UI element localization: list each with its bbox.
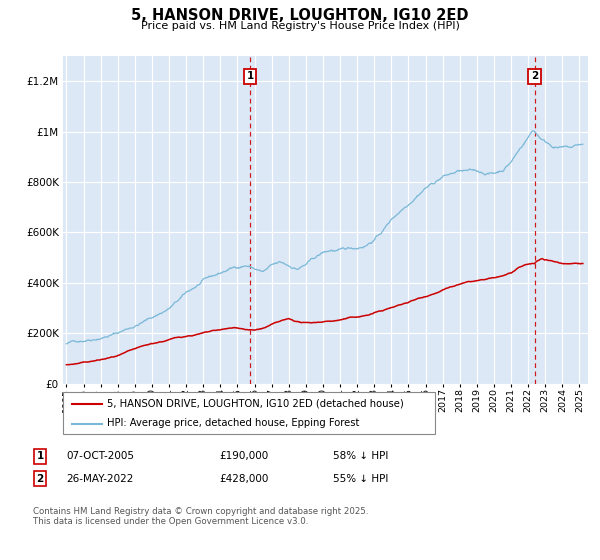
- Text: Price paid vs. HM Land Registry's House Price Index (HPI): Price paid vs. HM Land Registry's House …: [140, 21, 460, 31]
- Text: £190,000: £190,000: [219, 451, 268, 461]
- Text: 2: 2: [531, 71, 538, 81]
- Text: HPI: Average price, detached house, Epping Forest: HPI: Average price, detached house, Eppi…: [107, 418, 359, 428]
- Text: 26-MAY-2022: 26-MAY-2022: [66, 474, 133, 484]
- Text: £428,000: £428,000: [219, 474, 268, 484]
- Text: 5, HANSON DRIVE, LOUGHTON, IG10 2ED (detached house): 5, HANSON DRIVE, LOUGHTON, IG10 2ED (det…: [107, 399, 404, 409]
- Text: Contains HM Land Registry data © Crown copyright and database right 2025.
This d: Contains HM Land Registry data © Crown c…: [33, 507, 368, 526]
- Text: 58% ↓ HPI: 58% ↓ HPI: [333, 451, 388, 461]
- Text: 55% ↓ HPI: 55% ↓ HPI: [333, 474, 388, 484]
- Text: 1: 1: [247, 71, 254, 81]
- Text: 5, HANSON DRIVE, LOUGHTON, IG10 2ED: 5, HANSON DRIVE, LOUGHTON, IG10 2ED: [131, 8, 469, 24]
- Text: 2: 2: [37, 474, 44, 484]
- Text: 07-OCT-2005: 07-OCT-2005: [66, 451, 134, 461]
- Text: 1: 1: [37, 451, 44, 461]
